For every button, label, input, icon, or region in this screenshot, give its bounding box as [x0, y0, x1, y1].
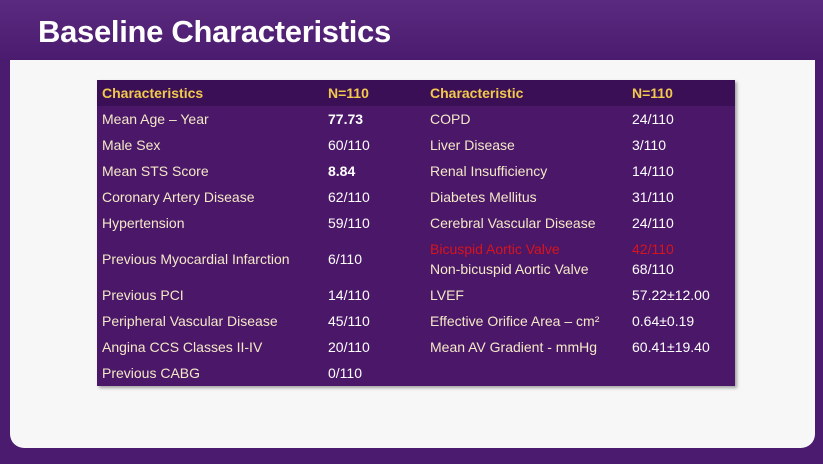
cell-label: Mean STS Score — [102, 163, 209, 179]
column-header: Characteristic — [425, 80, 627, 106]
cell-label: Peripheral Vascular Disease — [102, 313, 278, 329]
table-row: Male Sex 60/110 Liver Disease 3/110 — [97, 132, 735, 158]
slide-title: Baseline Characteristics — [38, 14, 391, 49]
cell-label: Coronary Artery Disease — [102, 189, 255, 205]
column-header: Characteristics — [97, 80, 323, 106]
cell-value: 24/110 — [632, 215, 674, 231]
table-row: Angina CCS Classes II-IV 20/110 Mean AV Gr… — [97, 334, 735, 360]
cell-line: Non-bicuspid Aortic Valve — [430, 261, 589, 277]
cell-label: Mean AV Gradient - mmHg — [430, 339, 598, 355]
cell-line: Bicuspid Aortic Valve — [430, 241, 560, 257]
cell-value: 0/110 — [328, 365, 362, 381]
cell-value: 31/110 — [632, 189, 674, 205]
cell-line: 42/110 — [632, 241, 674, 257]
cell-value: 3/110 — [632, 137, 666, 153]
table-row: Coronary Artery Disease 62/110 Diabetes Me… — [97, 184, 735, 210]
column-header: N=110 — [627, 80, 735, 106]
cell-label: Liver Disease — [430, 137, 515, 153]
cell-label: Male Sex — [102, 137, 161, 153]
cell-value: 62/110 — [328, 189, 370, 205]
cell-value: 59/110 — [328, 215, 370, 231]
cell-value: 20/110 — [328, 339, 370, 355]
cell-value: 8.84 — [328, 163, 356, 179]
cell-value: 60.41±19.40 — [632, 339, 710, 355]
header-row: Characteristics N=110 Characteristic N=110 — [97, 80, 735, 106]
table-row: Previous CABG 0/110 — [97, 360, 735, 386]
cell-label: Cerebral Vascular Disease — [430, 215, 596, 231]
table-row: Peripheral Vascular Disease 45/110 Effecti… — [97, 308, 735, 334]
cell-label: Effective Orifice Area – cm² — [430, 313, 600, 329]
cell-label: Mean Age – Year — [102, 111, 209, 127]
cell-value: 57.22±12.00 — [632, 287, 710, 303]
cell-label: Previous Myocardial Infarction — [102, 251, 290, 267]
cell-label: Renal Insufficiency — [430, 163, 548, 179]
cell-value: 60/110 — [328, 137, 370, 153]
cell-label: Previous PCI — [102, 287, 184, 303]
cell-line: 68/110 — [632, 261, 674, 277]
cell-label: Hypertension — [102, 215, 185, 231]
cell-value: 6/110 — [328, 251, 362, 267]
cell-value: 14/110 — [632, 163, 674, 179]
table-row: Mean STS Score 8.84 Renal Insufficiency 14/… — [97, 158, 735, 184]
cell-label: Angina CCS Classes II-IV — [102, 339, 263, 355]
characteristics-table: Characteristics N=110 Characteristic N=110 … — [97, 80, 735, 386]
cell-label: Bicuspid Aortic Valve Non-bicuspid Aortic… — [425, 236, 627, 282]
cell-value: 14/110 — [328, 287, 370, 303]
cell-value: 77.73 — [328, 111, 364, 127]
cell-value: 0.64±0.19 — [632, 313, 695, 329]
header-band — [0, 0, 823, 60]
table-row: Hypertension 59/110 Cerebral Vascular Dise… — [97, 210, 735, 236]
cell-label: COPD — [430, 111, 471, 127]
cell-value: 45/110 — [328, 313, 370, 329]
cell-value — [627, 360, 735, 386]
cell-label: Diabetes Mellitus — [430, 189, 537, 205]
cell-label — [425, 360, 627, 386]
table-row: Mean Age – Year 77.73 COPD 24/110 — [97, 106, 735, 132]
column-header: N=110 — [323, 80, 425, 106]
cell-value: 42/110 68/110 — [627, 236, 735, 282]
cell-label: Previous CABG — [102, 365, 201, 381]
cell-label: LVEF — [430, 287, 464, 303]
cell-value: 24/110 — [632, 111, 674, 127]
table-row: Previous PCI 14/110 LVEF 57.22±12.00 — [97, 282, 735, 308]
table-row: Previous Myocardial Infarction 6/110 Bicus… — [97, 236, 735, 282]
